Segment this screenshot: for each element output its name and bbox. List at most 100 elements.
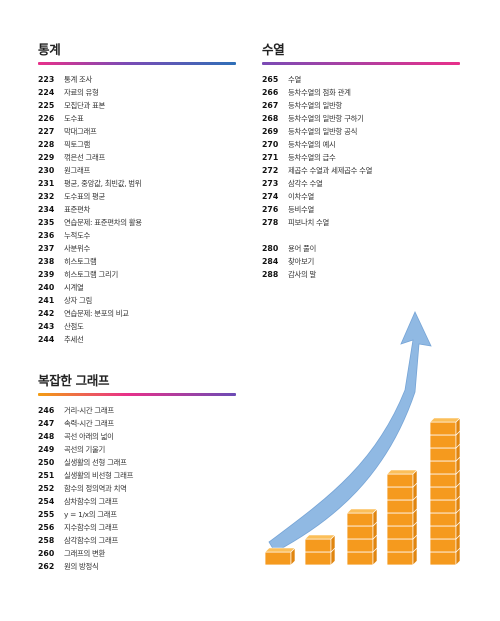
arrow-body — [268, 311, 432, 553]
toc-entry-title: 상자 그림 — [64, 296, 93, 305]
block — [429, 421, 457, 436]
toc-page-number: 228 — [38, 140, 55, 149]
toc-page-number: 273 — [262, 179, 279, 188]
block — [264, 551, 292, 566]
block — [429, 525, 457, 540]
block-top — [304, 534, 336, 540]
toc-entry-title: 등차수열의 일반항 공식 — [288, 127, 358, 136]
toc-page-number: 284 — [262, 257, 279, 266]
toc-entry-title: 히스토그램 — [64, 257, 97, 266]
toc-entry-title: 이차수열 — [288, 192, 314, 201]
block-top — [346, 508, 378, 514]
block — [429, 499, 457, 514]
toc-page-number: 230 — [38, 166, 55, 175]
block — [429, 473, 457, 488]
stats-heading-rule — [38, 62, 236, 65]
block — [429, 434, 457, 449]
toc-page-number: 265 — [262, 75, 279, 84]
toc-entry: 230 원그래프 — [38, 164, 236, 177]
toc-entry: 228 픽토그램 — [38, 138, 236, 151]
block-stacks — [264, 417, 461, 566]
block — [429, 538, 457, 553]
block — [304, 538, 332, 553]
toc-entry: 255 y = 1/x의 그래프 — [38, 508, 236, 521]
toc-entry: 227 막대그래프 — [38, 125, 236, 138]
block — [386, 525, 414, 540]
toc-page-number: 248 — [38, 432, 55, 441]
toc-entry: 240 시계열 — [38, 281, 236, 294]
toc-entry: 229 꺾은선 그래프 — [38, 151, 236, 164]
toc-page-number: 255 — [38, 510, 55, 519]
toc-entry: 232 도수표의 평균 — [38, 190, 236, 203]
toc-page-number: 244 — [38, 335, 55, 344]
toc-entry: 284 찾아보기 — [262, 255, 460, 268]
toc-entry: 262 원의 방정식 — [38, 560, 236, 573]
toc-entry-title: 모집단과 표본 — [64, 101, 106, 110]
toc-page-number: 272 — [262, 166, 279, 175]
toc-page-number: 278 — [262, 218, 279, 227]
toc-entry: 254 삼차함수의 그래프 — [38, 495, 236, 508]
toc-entry-title: 곡선의 기울기 — [64, 445, 106, 454]
toc-entry: 269 등차수열의 일반항 공식 — [262, 125, 460, 138]
toc-entry-title: 픽토그램 — [64, 140, 90, 149]
toc-entry-title: 등차수열의 예시 — [288, 140, 336, 149]
toc-entry: 266 등차수열의 점화 관계 — [262, 86, 460, 99]
toc-entry-title: y = 1/x의 그래프 — [64, 510, 117, 519]
toc-entry-title: 도수표의 평균 — [64, 192, 106, 201]
toc-entry-title: 피보나치 수열 — [288, 218, 330, 227]
toc-entry-title: 원그래프 — [64, 166, 90, 175]
toc-entry-title: 실생활의 비선형 그래프 — [64, 471, 134, 480]
toc-page-number: 223 — [38, 75, 55, 84]
toc-entry-title: 지수함수의 그래프 — [64, 523, 119, 532]
toc-entry: 247 속력-시간 그래프 — [38, 417, 236, 430]
toc-entry: 243 산점도 — [38, 320, 236, 333]
toc-entry: 248 곡선 아래의 넓이 — [38, 430, 236, 443]
toc-page-number: 242 — [38, 309, 55, 318]
block — [386, 551, 414, 566]
toc-entry-title: 꺾은선 그래프 — [64, 153, 106, 162]
toc-page-number: 236 — [38, 231, 55, 240]
toc-entry: 224 자료의 유형 — [38, 86, 236, 99]
toc-entry-title: 제곱수 수열과 세제곱수 수열 — [288, 166, 373, 175]
rising-arrow-icon — [268, 311, 432, 553]
block — [386, 538, 414, 553]
block-top — [386, 469, 418, 475]
toc-entry-title: 수열 — [288, 75, 301, 84]
toc-entry: 271 등차수열의 급수 — [262, 151, 460, 164]
toc-entry: 265 수열 — [262, 73, 460, 86]
toc-page-number: 243 — [38, 322, 55, 331]
toc-page-number: 251 — [38, 471, 55, 480]
toc-page-number: 252 — [38, 484, 55, 493]
toc-entry: 256 지수함수의 그래프 — [38, 521, 236, 534]
toc-entry: 260 그래프의 변환 — [38, 547, 236, 560]
toc-page-number: 249 — [38, 445, 55, 454]
stats-section: 통계 223 통계 조사 224 자료의 유형 225 모집단과 표본 226 도수표 227 막… — [38, 42, 236, 346]
block — [346, 538, 374, 553]
sequences-section: 수열 265 수열 266 등차수열의 점화 관계 267 등차수열의 일반항 268 등차수… — [262, 42, 460, 281]
toc-entry-title: 도수표 — [64, 114, 84, 123]
toc-entry: 244 추세선 — [38, 333, 236, 346]
toc-entry: 236 누적도수 — [38, 229, 236, 242]
graphs-section: 복잡한 그래프 246 거리-시간 그래프 247 속력-시간 그래프 248 곡선 아래… — [38, 373, 236, 573]
block-top — [429, 417, 461, 423]
block — [346, 525, 374, 540]
toc-page-number: 234 — [38, 205, 55, 214]
graphs-heading: 복잡한 그래프 — [38, 373, 110, 388]
block — [346, 551, 374, 566]
toc-entry-title: 등차수열의 급수 — [288, 153, 336, 162]
toc-entry: 252 함수의 정의역과 치역 — [38, 482, 236, 495]
toc-entry: 274 이차수열 — [262, 190, 460, 203]
block-stack — [264, 547, 296, 566]
toc-entry-title: 감사의 말 — [288, 270, 317, 279]
toc-page-number: 224 — [38, 88, 55, 97]
toc-page-number: 254 — [38, 497, 55, 506]
block-stack — [346, 508, 378, 566]
toc-page-number: 237 — [38, 244, 55, 253]
toc-page-number: 226 — [38, 114, 55, 123]
toc-page-number: 274 — [262, 192, 279, 201]
toc-entry-title: 용어 풀이 — [288, 244, 317, 253]
toc-page-number: 235 — [38, 218, 55, 227]
toc-entry: 231 평균, 중앙값, 최빈값, 범위 — [38, 177, 236, 190]
toc-page-number: 271 — [262, 153, 279, 162]
toc-entry-title: 통계 조사 — [64, 75, 93, 84]
